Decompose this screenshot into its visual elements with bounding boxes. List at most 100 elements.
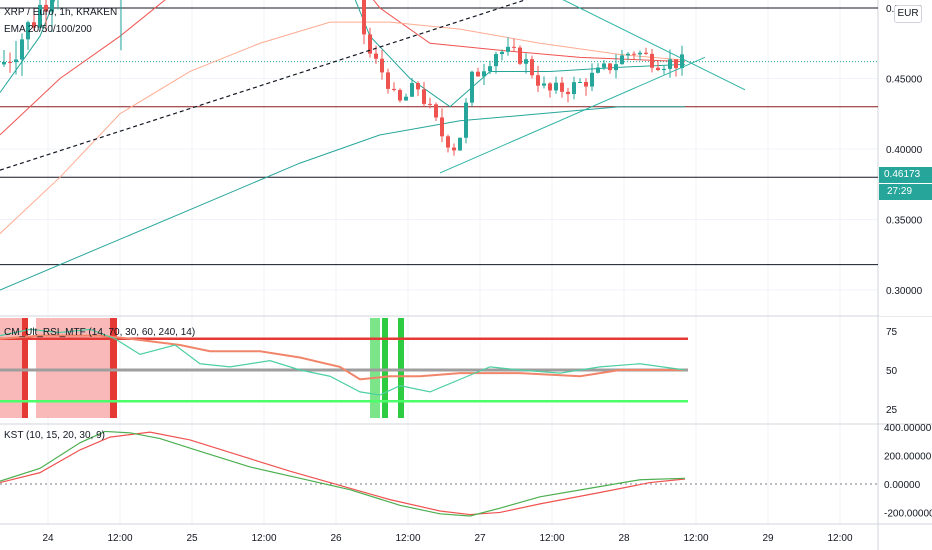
candles bbox=[2, 0, 684, 156]
candle-body bbox=[470, 71, 474, 103]
candle-body bbox=[542, 83, 546, 86]
candle-body bbox=[8, 61, 12, 63]
candle-body bbox=[500, 51, 504, 55]
time-axis-label: 12:00 bbox=[827, 533, 852, 544]
kst-axis-label: -200.00000 bbox=[884, 508, 932, 519]
candle-body bbox=[386, 72, 390, 89]
candle-body bbox=[614, 64, 618, 71]
kst-lines bbox=[0, 430, 878, 517]
candle-body bbox=[656, 67, 660, 71]
candle-body bbox=[512, 46, 516, 48]
candle-body bbox=[50, 0, 54, 12]
time-axis-label: 12:00 bbox=[251, 533, 276, 544]
time-axis-label: 12:00 bbox=[683, 533, 708, 544]
time-axis-label: 27 bbox=[474, 533, 486, 544]
candle-body bbox=[458, 137, 462, 151]
candle-body bbox=[464, 102, 468, 138]
rsi-legend: CM_Ult_RSI_MTF (14, 70, 30, 60, 240, 14) bbox=[4, 327, 195, 338]
candle-body bbox=[380, 58, 384, 73]
candle-body bbox=[638, 52, 642, 55]
time-axis-label: 26 bbox=[330, 533, 342, 544]
time-axis-label: 12:00 bbox=[539, 533, 564, 544]
time-axis-label: 29 bbox=[762, 533, 774, 544]
candle-body bbox=[368, 34, 372, 54]
time-axis-label: 12:00 bbox=[107, 533, 132, 544]
price-axis-label: 0.45000 bbox=[886, 75, 923, 86]
candle-body bbox=[38, 4, 42, 28]
rsi-slow-line bbox=[0, 334, 685, 381]
candle-body bbox=[524, 59, 528, 64]
candle-body bbox=[584, 81, 588, 87]
candle-body bbox=[578, 81, 582, 83]
upper-triangle-line bbox=[562, 0, 746, 91]
candle-body bbox=[530, 59, 534, 76]
candle-body bbox=[632, 53, 636, 55]
kst-axis: 400.00000 200.00000 0.00000 -200.00000 bbox=[884, 423, 932, 519]
kst-legend: KST (10, 15, 20, 30, 9) bbox=[4, 430, 105, 441]
candle-body bbox=[596, 67, 600, 73]
grid-lines bbox=[0, 0, 878, 524]
countdown-badge: 27:29 bbox=[879, 184, 932, 200]
rsi-axis-label: 50 bbox=[886, 366, 898, 377]
candle-body bbox=[608, 63, 612, 71]
candle-body bbox=[428, 103, 432, 105]
currency-button[interactable]: EUR bbox=[894, 5, 922, 23]
candle-body bbox=[674, 59, 678, 69]
price-axis-label: 0.35000 bbox=[886, 216, 923, 227]
price-axis[interactable]: 0.650000.600000.550000.500000.450000.400… bbox=[879, 0, 932, 316]
time-axis-label: 24 bbox=[42, 533, 54, 544]
kst-line bbox=[0, 430, 686, 517]
ema50-line bbox=[0, 0, 686, 136]
candle-body bbox=[422, 89, 426, 104]
candle-body bbox=[398, 89, 402, 101]
candle-body bbox=[536, 75, 540, 86]
candle-body bbox=[488, 66, 492, 72]
price-axis-bg bbox=[879, 0, 932, 316]
candle-body bbox=[662, 68, 666, 71]
price-levels bbox=[0, 7, 878, 266]
lower-triangle-line bbox=[439, 56, 706, 174]
candle-body bbox=[572, 82, 576, 95]
candle-body bbox=[446, 136, 450, 148]
ema-lines bbox=[0, 0, 686, 291]
kst-axis-label: 200.00000 bbox=[884, 452, 932, 463]
kst-axis-label: 400.00000 bbox=[884, 423, 932, 434]
candle-body bbox=[374, 53, 378, 59]
candle-body bbox=[554, 82, 558, 91]
candle-body bbox=[434, 104, 438, 118]
price-axis-label: 0.30000 bbox=[886, 286, 923, 297]
candle-body bbox=[482, 71, 486, 77]
symbol-title: XRP / Euro, 1h, KRAKEN bbox=[4, 7, 117, 18]
candle-body bbox=[410, 83, 414, 97]
kst-axis-label: 0.00000 bbox=[884, 480, 921, 491]
candle-body bbox=[26, 22, 30, 40]
candle-body bbox=[476, 71, 480, 77]
time-axis[interactable]: 24 12:00 25 12:00 26 12:00 27 12:00 28 12:00 29 12:… bbox=[42, 533, 853, 544]
candle-body bbox=[650, 53, 654, 68]
candle-body bbox=[620, 55, 624, 65]
time-axis-label: 25 bbox=[186, 533, 198, 544]
candle-body bbox=[602, 63, 606, 68]
ema100-line bbox=[0, 21, 686, 234]
candle-body bbox=[518, 47, 522, 64]
ema-legend: EMA 20/50/100/200 bbox=[4, 24, 92, 35]
candle-body bbox=[506, 46, 510, 52]
rsi-axis-label: 75 bbox=[886, 327, 898, 338]
candle-body bbox=[680, 54, 684, 69]
candle-body bbox=[416, 83, 420, 90]
candle-body bbox=[668, 59, 672, 69]
last-price-badge: 0.46173 bbox=[879, 167, 932, 183]
candle-body bbox=[644, 52, 648, 54]
candle-body bbox=[494, 54, 498, 67]
trendline-drawings[interactable] bbox=[0, 0, 870, 174]
candle-body bbox=[566, 91, 570, 95]
rsi-lines bbox=[0, 328, 688, 403]
rsi-axis-label: 25 bbox=[886, 405, 898, 416]
candle-body bbox=[362, 0, 366, 35]
candle-body bbox=[404, 96, 408, 101]
kst-signal-line bbox=[0, 431, 686, 516]
candle-body bbox=[548, 83, 552, 91]
price-axis-label: 0.40000 bbox=[886, 145, 923, 156]
dashed-trendline bbox=[0, 0, 527, 171]
